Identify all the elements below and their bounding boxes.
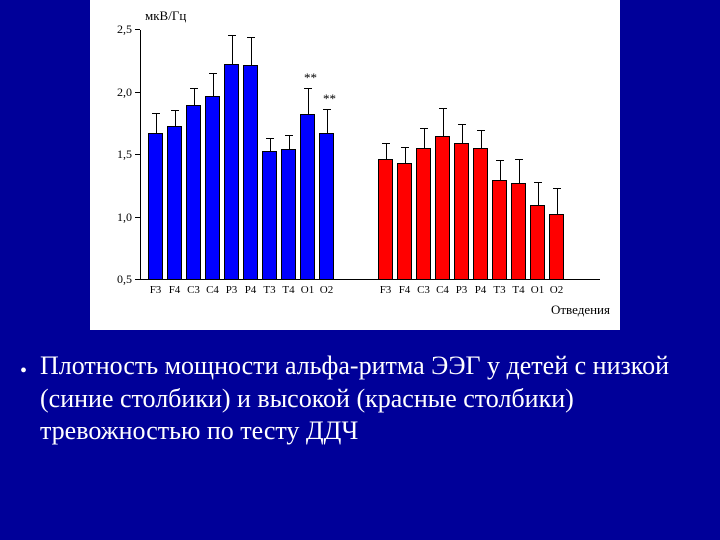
x-tick-label: C4 xyxy=(436,284,449,296)
error-bar xyxy=(251,38,252,66)
significance-marker: ** xyxy=(304,70,317,86)
bar-low_anxiety-F4 xyxy=(167,126,182,280)
bar-high_anxiety-F3 xyxy=(378,159,393,280)
error-bar xyxy=(270,139,271,152)
error-bar xyxy=(386,144,387,159)
x-tick-label: C3 xyxy=(187,284,200,296)
error-bar xyxy=(213,74,214,97)
bar-high_anxiety-T4 xyxy=(511,183,526,281)
error-bar xyxy=(462,125,463,143)
error-cap xyxy=(285,135,293,136)
bar-low_anxiety-O1 xyxy=(300,114,315,280)
error-bar xyxy=(194,89,195,105)
bar-low_anxiety-C3 xyxy=(186,105,201,280)
error-cap xyxy=(247,37,255,38)
x-tick-label: O2 xyxy=(550,284,563,296)
y-tick-label: 1,0 xyxy=(102,210,132,225)
error-bar xyxy=(405,148,406,163)
error-bar xyxy=(557,189,558,214)
plot-area: 0,51,01,52,02,5 F3F4C3C4P3P4T3T4O1O2F3F4… xyxy=(140,30,600,280)
error-bar xyxy=(481,131,482,147)
bar-low_anxiety-F3 xyxy=(148,133,163,281)
error-cap xyxy=(266,138,274,139)
error-cap xyxy=(152,113,160,114)
error-cap xyxy=(420,128,428,129)
x-tick-label: C3 xyxy=(417,284,430,296)
bar-high_anxiety-P4 xyxy=(473,148,488,281)
bar-high_anxiety-C4 xyxy=(435,136,450,280)
y-tick-label: 1,5 xyxy=(102,147,132,162)
error-cap xyxy=(323,109,331,110)
y-tick-label: 0,5 xyxy=(102,272,132,287)
error-bar xyxy=(443,109,444,137)
significance-marker: ** xyxy=(323,91,336,107)
error-cap xyxy=(496,160,504,161)
chart-panel: мкВ/Гц Отведения 0,51,01,52,02,5 F3F4C3C… xyxy=(90,0,620,330)
error-cap xyxy=(209,73,217,74)
x-tick-label: T3 xyxy=(493,284,505,296)
x-tick-label: T4 xyxy=(282,284,294,296)
error-bar xyxy=(156,114,157,133)
x-tick-label: F4 xyxy=(169,284,181,296)
bar-low_anxiety-C4 xyxy=(205,96,220,280)
x-tick-label: O1 xyxy=(301,284,314,296)
error-cap xyxy=(304,88,312,89)
error-cap xyxy=(171,110,179,111)
error-bar xyxy=(519,160,520,183)
x-tick-label: P4 xyxy=(475,284,487,296)
bar-high_anxiety-F4 xyxy=(397,163,412,281)
x-tick-label: C4 xyxy=(206,284,219,296)
x-tick-label: T4 xyxy=(512,284,524,296)
error-cap xyxy=(190,88,198,89)
error-cap xyxy=(439,108,447,109)
error-bar xyxy=(308,89,309,114)
bar-low_anxiety-T4 xyxy=(281,149,296,280)
bar-low_anxiety-P3 xyxy=(224,64,239,280)
slide: мкВ/Гц Отведения 0,51,01,52,02,5 F3F4C3C… xyxy=(0,0,720,540)
error-bar xyxy=(232,36,233,64)
error-bar xyxy=(289,136,290,149)
bar-high_anxiety-T3 xyxy=(492,180,507,280)
error-cap xyxy=(477,130,485,131)
bar-high_anxiety-C3 xyxy=(416,148,431,281)
error-cap xyxy=(401,147,409,148)
error-cap xyxy=(534,182,542,183)
bar-low_anxiety-T3 xyxy=(262,151,277,280)
error-bar xyxy=(424,129,425,148)
error-bar xyxy=(500,161,501,180)
error-cap xyxy=(553,188,561,189)
y-tick-label: 2,0 xyxy=(102,85,132,100)
bar-high_anxiety-O1 xyxy=(530,205,545,280)
x-tick-label: P3 xyxy=(456,284,468,296)
x-tick-label: O2 xyxy=(320,284,333,296)
bar-high_anxiety-O2 xyxy=(549,214,564,280)
y-tick-label: 2,5 xyxy=(102,22,132,37)
error-cap xyxy=(458,124,466,125)
x-tick-label: O1 xyxy=(531,284,544,296)
x-tick-label: F3 xyxy=(380,284,392,296)
bar-low_anxiety-P4 xyxy=(243,65,258,280)
y-axis-title: мкВ/Гц xyxy=(145,8,186,24)
x-tick-label: F3 xyxy=(150,284,162,296)
error-cap xyxy=(228,35,236,36)
error-cap xyxy=(515,159,523,160)
bullet-glyph: • xyxy=(20,360,27,383)
bar-high_anxiety-P3 xyxy=(454,143,469,281)
x-tick-label: T3 xyxy=(263,284,275,296)
error-bar xyxy=(327,110,328,133)
x-tick-label: F4 xyxy=(399,284,411,296)
error-bar xyxy=(175,111,176,126)
error-bar xyxy=(538,183,539,206)
caption-text: Плотность мощности альфа-ритма ЭЭГ у дет… xyxy=(40,350,680,448)
bar-low_anxiety-O2 xyxy=(319,133,334,281)
x-tick-label: P3 xyxy=(226,284,238,296)
x-axis-title: Отведения xyxy=(551,302,610,318)
x-tick-label: P4 xyxy=(245,284,257,296)
error-cap xyxy=(382,143,390,144)
